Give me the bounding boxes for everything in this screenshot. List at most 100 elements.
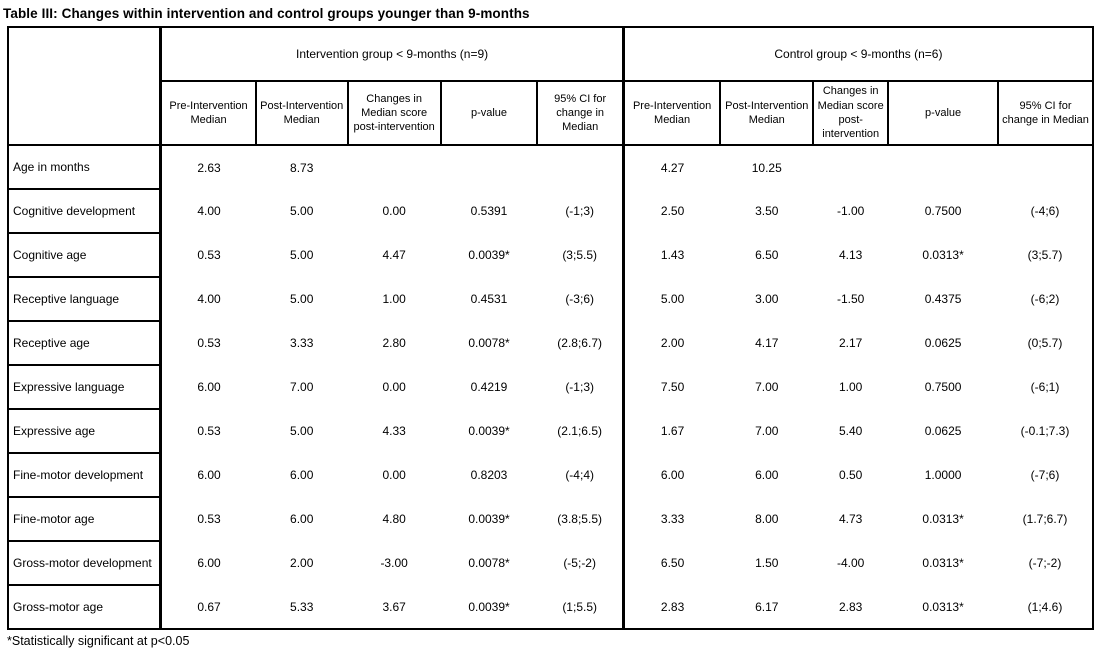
- cell-ci: (-7;-2): [1028, 556, 1062, 570]
- cell-post-median: 3.50: [755, 204, 779, 218]
- cell-median-change: -4.00: [837, 556, 865, 570]
- group-header-intervention: Intervention group < 9-months (n=9): [160, 27, 624, 82]
- group-header-control: Control group < 9-months (n=6): [621, 27, 1093, 82]
- col-header-p-value: p-value: [887, 80, 1000, 146]
- cell-median-change: 0.00: [382, 204, 406, 218]
- cell-pre-median: 6.00: [197, 468, 221, 482]
- subheader-row: Pre-Intervention Median Post-Interventio…: [8, 80, 1094, 146]
- cell-pre-median: 6.00: [197, 380, 221, 394]
- cell-pre-median: 6.00: [621, 453, 721, 497]
- group-header-row: Intervention group < 9-months (n=9) Cont…: [8, 27, 1093, 146]
- cell-pre-median: 4.00: [197, 292, 221, 306]
- cell-pre-median: 4.00: [197, 204, 221, 218]
- cell-post-median: 6.17: [755, 599, 779, 614]
- cell-ci: [537, 145, 623, 189]
- cell-ci: (-1;3): [565, 380, 594, 394]
- cell-p-value: 0.5391: [470, 204, 508, 218]
- table-row: Expressive age 0.53 5.00 4.33 0.0039* (2…: [7, 408, 1093, 454]
- cell-ci: [998, 145, 1093, 189]
- cell-p-value: 0.7500: [924, 380, 962, 394]
- cell-p-value: 0.8203: [470, 468, 508, 482]
- cell-p-value: 0.0313*: [922, 599, 964, 614]
- cell-pre-median: 2.50: [621, 189, 721, 233]
- cell-ci: (-6;2): [1030, 292, 1060, 306]
- cell-median-change: 4.47: [382, 248, 406, 262]
- cell-ci: (-7;6): [1030, 468, 1060, 482]
- cell-median-change: 0.00: [382, 380, 406, 394]
- cell-post-median: 5.00: [290, 424, 314, 438]
- cell-post-median: 5.00: [290, 292, 314, 306]
- cell-pre-median: 4.27: [621, 145, 721, 189]
- table-row: Fine-motor development 6.00 6.00 0.00 0.…: [7, 452, 1093, 498]
- cell-post-median: 2.00: [290, 556, 314, 570]
- cell-post-median: 4.17: [755, 336, 779, 350]
- cell-p-value: 0.0625: [924, 336, 962, 350]
- row-label: Cognitive development: [7, 188, 163, 234]
- cell-p-value: 0.7500: [924, 204, 962, 218]
- cell-ci: (-6;1): [1030, 380, 1060, 394]
- cell-post-median: 6.00: [290, 512, 314, 526]
- cell-post-median: 1.50: [755, 556, 779, 570]
- cell-pre-median: 1.67: [621, 409, 721, 453]
- cell-post-median: 10.25: [751, 160, 782, 175]
- cell-post-median: 5.00: [290, 204, 314, 218]
- cell-pre-median: 1.43: [621, 233, 721, 277]
- cell-pre-median: 2.63: [197, 160, 221, 175]
- cell-median-change: 1.00: [839, 380, 863, 394]
- footnote: *Statistically significant at p<0.05: [7, 634, 190, 648]
- table-row: Cognitive development 4.00 5.00 0.00 0.5…: [7, 188, 1093, 234]
- cell-p-value: 0.4531: [470, 292, 508, 306]
- cell-post-median: 7.00: [290, 380, 314, 394]
- table-row: Fine-motor age 0.53 6.00 4.80 0.0039* (3…: [7, 496, 1093, 542]
- cell-median-change: 2.17: [839, 336, 863, 350]
- cell-post-median: 3.33: [290, 336, 314, 350]
- cell-p-value: 0.0039*: [468, 424, 510, 438]
- table-header: Intervention group < 9-months (n=9) Cont…: [8, 27, 1094, 146]
- cell-median-change: [813, 145, 888, 189]
- cell-pre-median: 7.50: [621, 365, 721, 409]
- cell-median-change: 4.73: [839, 512, 863, 526]
- cell-median-change: -1.00: [837, 204, 865, 218]
- cell-ci: (-3;6): [565, 292, 594, 306]
- row-label: Fine-motor development: [7, 452, 163, 498]
- cell-p-value: 0.0313*: [922, 512, 964, 526]
- results-table: Intervention group < 9-months (n=9) Cont…: [7, 26, 1094, 630]
- table-body: Age in months 2.63 8.73 4.27 10.25 Cogni…: [7, 144, 1093, 630]
- col-header-changes-in-median: Changes in Median score post-interventio…: [346, 80, 442, 146]
- cell-p-value: 1.0000: [924, 468, 962, 482]
- cell-median-change: 0.50: [839, 468, 863, 482]
- cell-post-median: 6.50: [755, 248, 779, 262]
- cell-ci: (-5;-2): [563, 556, 596, 570]
- cell-median-change: 1.00: [382, 292, 406, 306]
- row-label: Cognitive age: [7, 232, 163, 278]
- cell-p-value: 0.0078*: [468, 556, 510, 570]
- cell-pre-median: 0.53: [197, 248, 221, 262]
- cell-p-value: 0.0078*: [468, 336, 510, 350]
- cell-median-change: 0.00: [382, 468, 406, 482]
- cell-p-value: 0.0625: [924, 424, 962, 438]
- cell-post-median: 5.00: [290, 248, 314, 262]
- cell-median-change: [348, 145, 441, 189]
- col-header-95-ci: 95% CI for change in Median: [997, 80, 1094, 146]
- cell-median-change: 5.40: [839, 424, 863, 438]
- cell-ci: (-4;6): [1030, 204, 1060, 218]
- col-header-p-value: p-value: [439, 80, 539, 146]
- cell-ci: (1;5.5): [562, 599, 597, 614]
- cell-p-value: [888, 145, 998, 189]
- table-row: Expressive language 6.00 7.00 0.00 0.421…: [7, 364, 1093, 410]
- cell-median-change: -1.50: [837, 292, 865, 306]
- row-label: Gross-motor age: [7, 584, 163, 630]
- cell-pre-median: 0.67: [197, 599, 221, 614]
- cell-ci: (0;5.7): [1027, 336, 1063, 350]
- col-header-pre-intervention-median: Pre-Intervention Median: [159, 80, 257, 146]
- cell-pre-median: 0.53: [197, 424, 221, 438]
- cell-pre-median: 6.00: [197, 556, 221, 570]
- cell-ci: (3;5.7): [1027, 248, 1063, 262]
- cell-ci: (3;5.5): [562, 248, 597, 262]
- cell-post-median: 5.33: [290, 599, 314, 614]
- table-title: Table III: Changes within intervention a…: [3, 6, 530, 21]
- cell-pre-median: 0.53: [197, 336, 221, 350]
- cell-p-value: 0.0313*: [922, 556, 964, 570]
- cell-p-value: [441, 145, 538, 189]
